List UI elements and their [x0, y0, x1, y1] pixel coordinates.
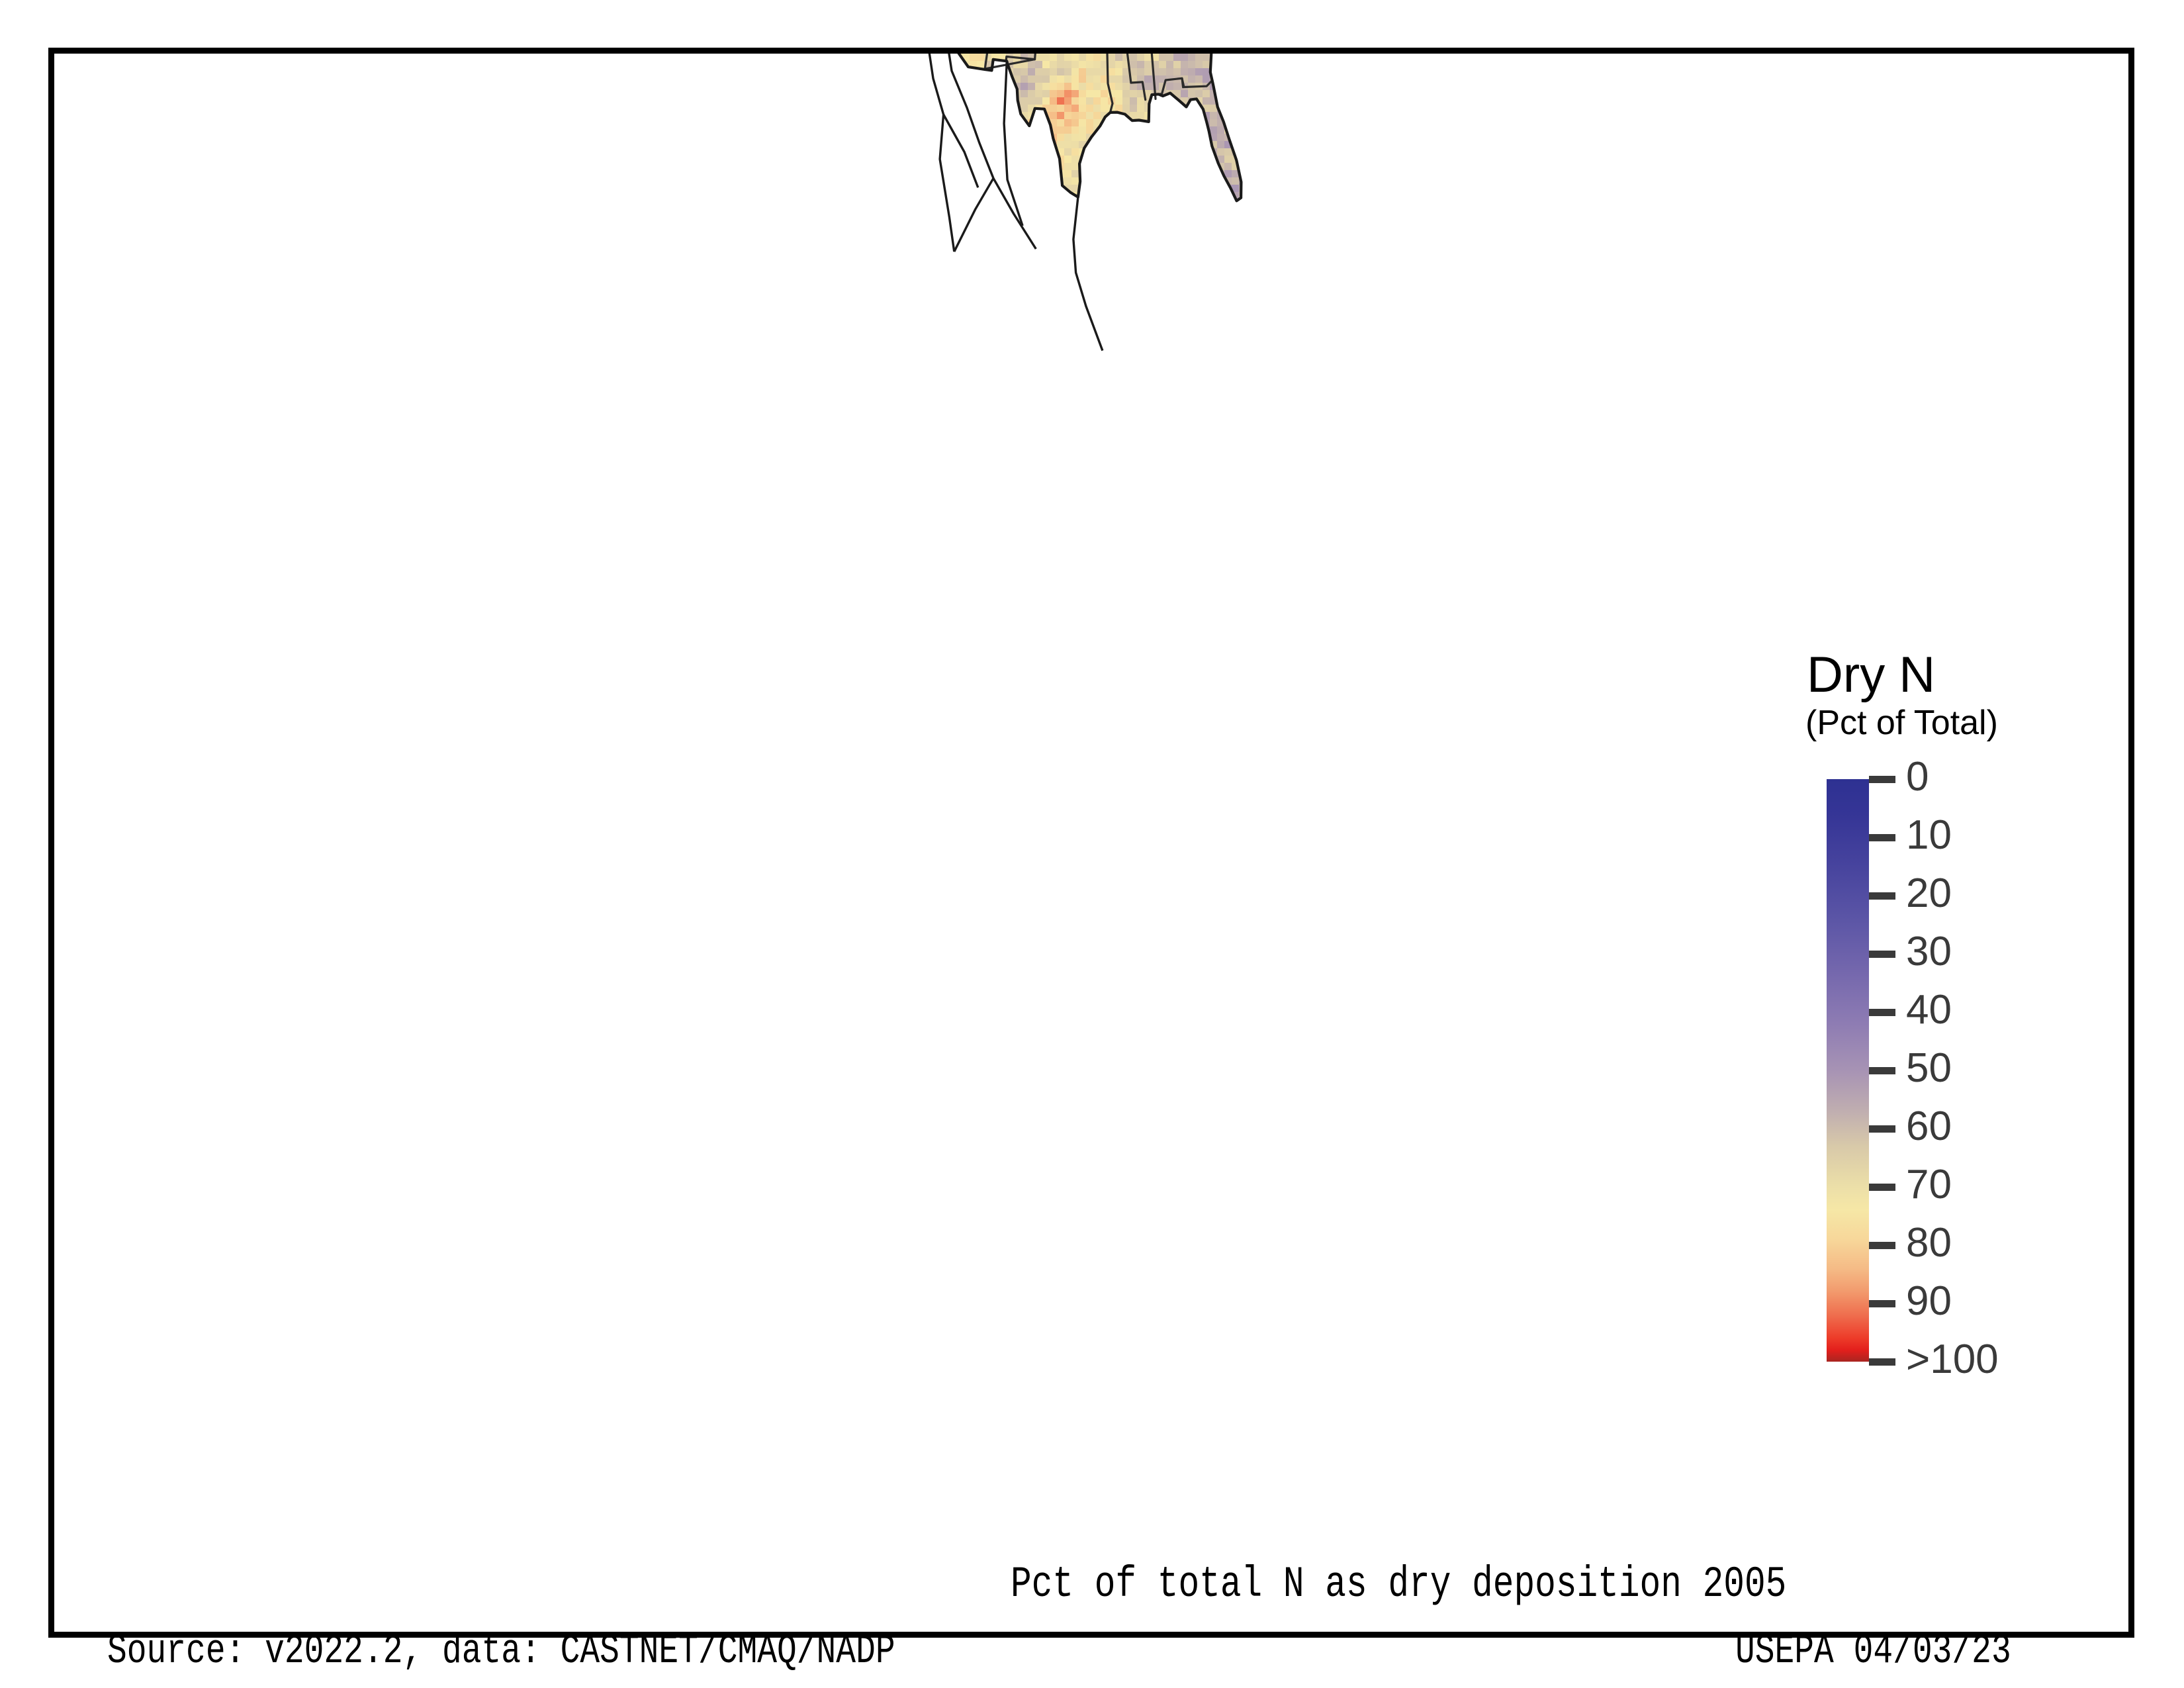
tick-mark-icon: [1869, 1067, 1895, 1075]
tick-mark-icon: [1869, 1242, 1895, 1250]
colorbar-gradient: [1827, 779, 1869, 1362]
tick-label: 10: [1906, 812, 1952, 859]
tick-label: 40: [1906, 987, 1952, 1033]
legend: Dry N (Pct of Total) 0 10 20 30 40 50 60 70 80 90…: [1801, 647, 2106, 1380]
legend-subtitle: (Pct of Total): [1805, 703, 1998, 742]
tick-label: 90: [1906, 1278, 1952, 1325]
tick-mark-icon: [1869, 892, 1895, 900]
tick-label: 60: [1906, 1103, 1952, 1150]
tick-label: 30: [1906, 929, 1952, 975]
tick-label: 50: [1906, 1045, 1952, 1092]
tick-label: 0: [1906, 754, 1929, 800]
neighbor-boundaries: [928, 54, 1104, 352]
tick-label: 20: [1906, 870, 1952, 917]
tick-mark-icon: [1869, 1184, 1895, 1192]
legend-title: Dry N: [1807, 647, 1936, 703]
us-deposition-raster-map: [911, 54, 1243, 352]
map-caption: Pct of total N as dry deposition 2005: [1011, 1560, 1787, 1609]
colorbar-container: 0 10 20 30 40 50 60 70 80 90 >100: [1801, 757, 2086, 1380]
tick-label: 70: [1906, 1162, 1952, 1208]
agency-caption: USEPA 04/03/23: [1735, 1628, 2011, 1675]
source-caption: Source: v2022.2, data: CASTNET/CMAQ/NADP: [107, 1628, 895, 1675]
map-canvas: [54, 54, 2128, 1457]
tick-mark-icon: [1869, 1009, 1895, 1017]
tick-mark-icon: [1869, 1358, 1895, 1366]
tick-mark-icon: [1869, 1300, 1895, 1308]
tick-mark-icon: [1869, 776, 1895, 784]
figure-frame: Dry N (Pct of Total) 0 10 20 30 40 50 60 70 80 90…: [48, 48, 2134, 1675]
tick-mark-icon: [1869, 1125, 1895, 1133]
tick-mark-icon: [1869, 951, 1895, 959]
state-borders: [983, 54, 1213, 114]
tick-mark-icon: [1869, 834, 1895, 842]
tick-label: 80: [1906, 1220, 1952, 1266]
tick-label: >100: [1906, 1336, 1999, 1383]
